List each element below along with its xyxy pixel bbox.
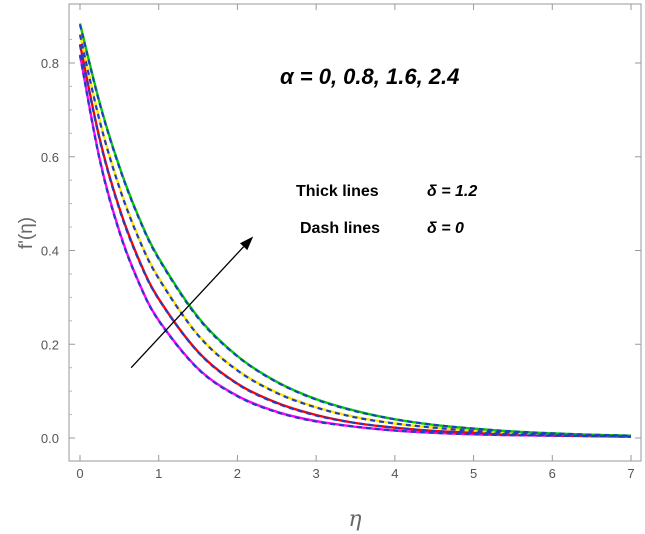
series-line-dashed bbox=[78, 34, 632, 438]
x-tick-label: 3 bbox=[313, 466, 320, 481]
dash-lines-label: Dash lines bbox=[300, 220, 380, 237]
x-tick-label: 7 bbox=[627, 466, 634, 481]
y-tick-label: 0.0 bbox=[41, 431, 59, 446]
series-line-dashed bbox=[78, 24, 632, 437]
x-axis-label: η bbox=[348, 507, 361, 532]
thick-lines-delta: δ = 1.2 bbox=[427, 183, 477, 200]
series-line-thick bbox=[78, 54, 632, 438]
x-tick-label: 4 bbox=[391, 466, 398, 481]
x-tick-label: 5 bbox=[470, 466, 477, 481]
dash-lines-delta: δ = 0 bbox=[427, 220, 464, 237]
arrow-head bbox=[239, 236, 254, 251]
direction-arrow bbox=[130, 236, 254, 369]
y-tick-label: 0.4 bbox=[41, 244, 59, 259]
series-line-dashed bbox=[78, 44, 632, 438]
alpha-values-annotation: α = 0, 0.8, 1.6, 2.4 bbox=[280, 64, 459, 89]
series-line-dashed bbox=[78, 55, 632, 438]
arrow-shaft bbox=[130, 246, 245, 369]
x-tick-label: 6 bbox=[549, 466, 556, 481]
x-axis-ticks: 0 1 2 3 4 5 6 7 bbox=[76, 4, 635, 481]
y-axis-ticks: 0.0 0.2 0.4 0.6 0.8 bbox=[41, 39, 641, 446]
y-tick-label: 0.6 bbox=[41, 150, 59, 165]
plot-frame bbox=[68, 3, 642, 462]
x-tick-label: 0 bbox=[76, 466, 83, 481]
thick-lines-label: Thick lines bbox=[296, 183, 379, 200]
x-tick-label: 2 bbox=[234, 466, 241, 481]
y-axis-label: f'(η) bbox=[16, 217, 37, 249]
y-tick-label: 0.2 bbox=[41, 337, 59, 352]
y-tick-label: 0.8 bbox=[41, 56, 59, 71]
x-tick-label: 1 bbox=[155, 466, 162, 481]
series-layer bbox=[78, 23, 632, 438]
series-line-thick bbox=[78, 44, 632, 438]
